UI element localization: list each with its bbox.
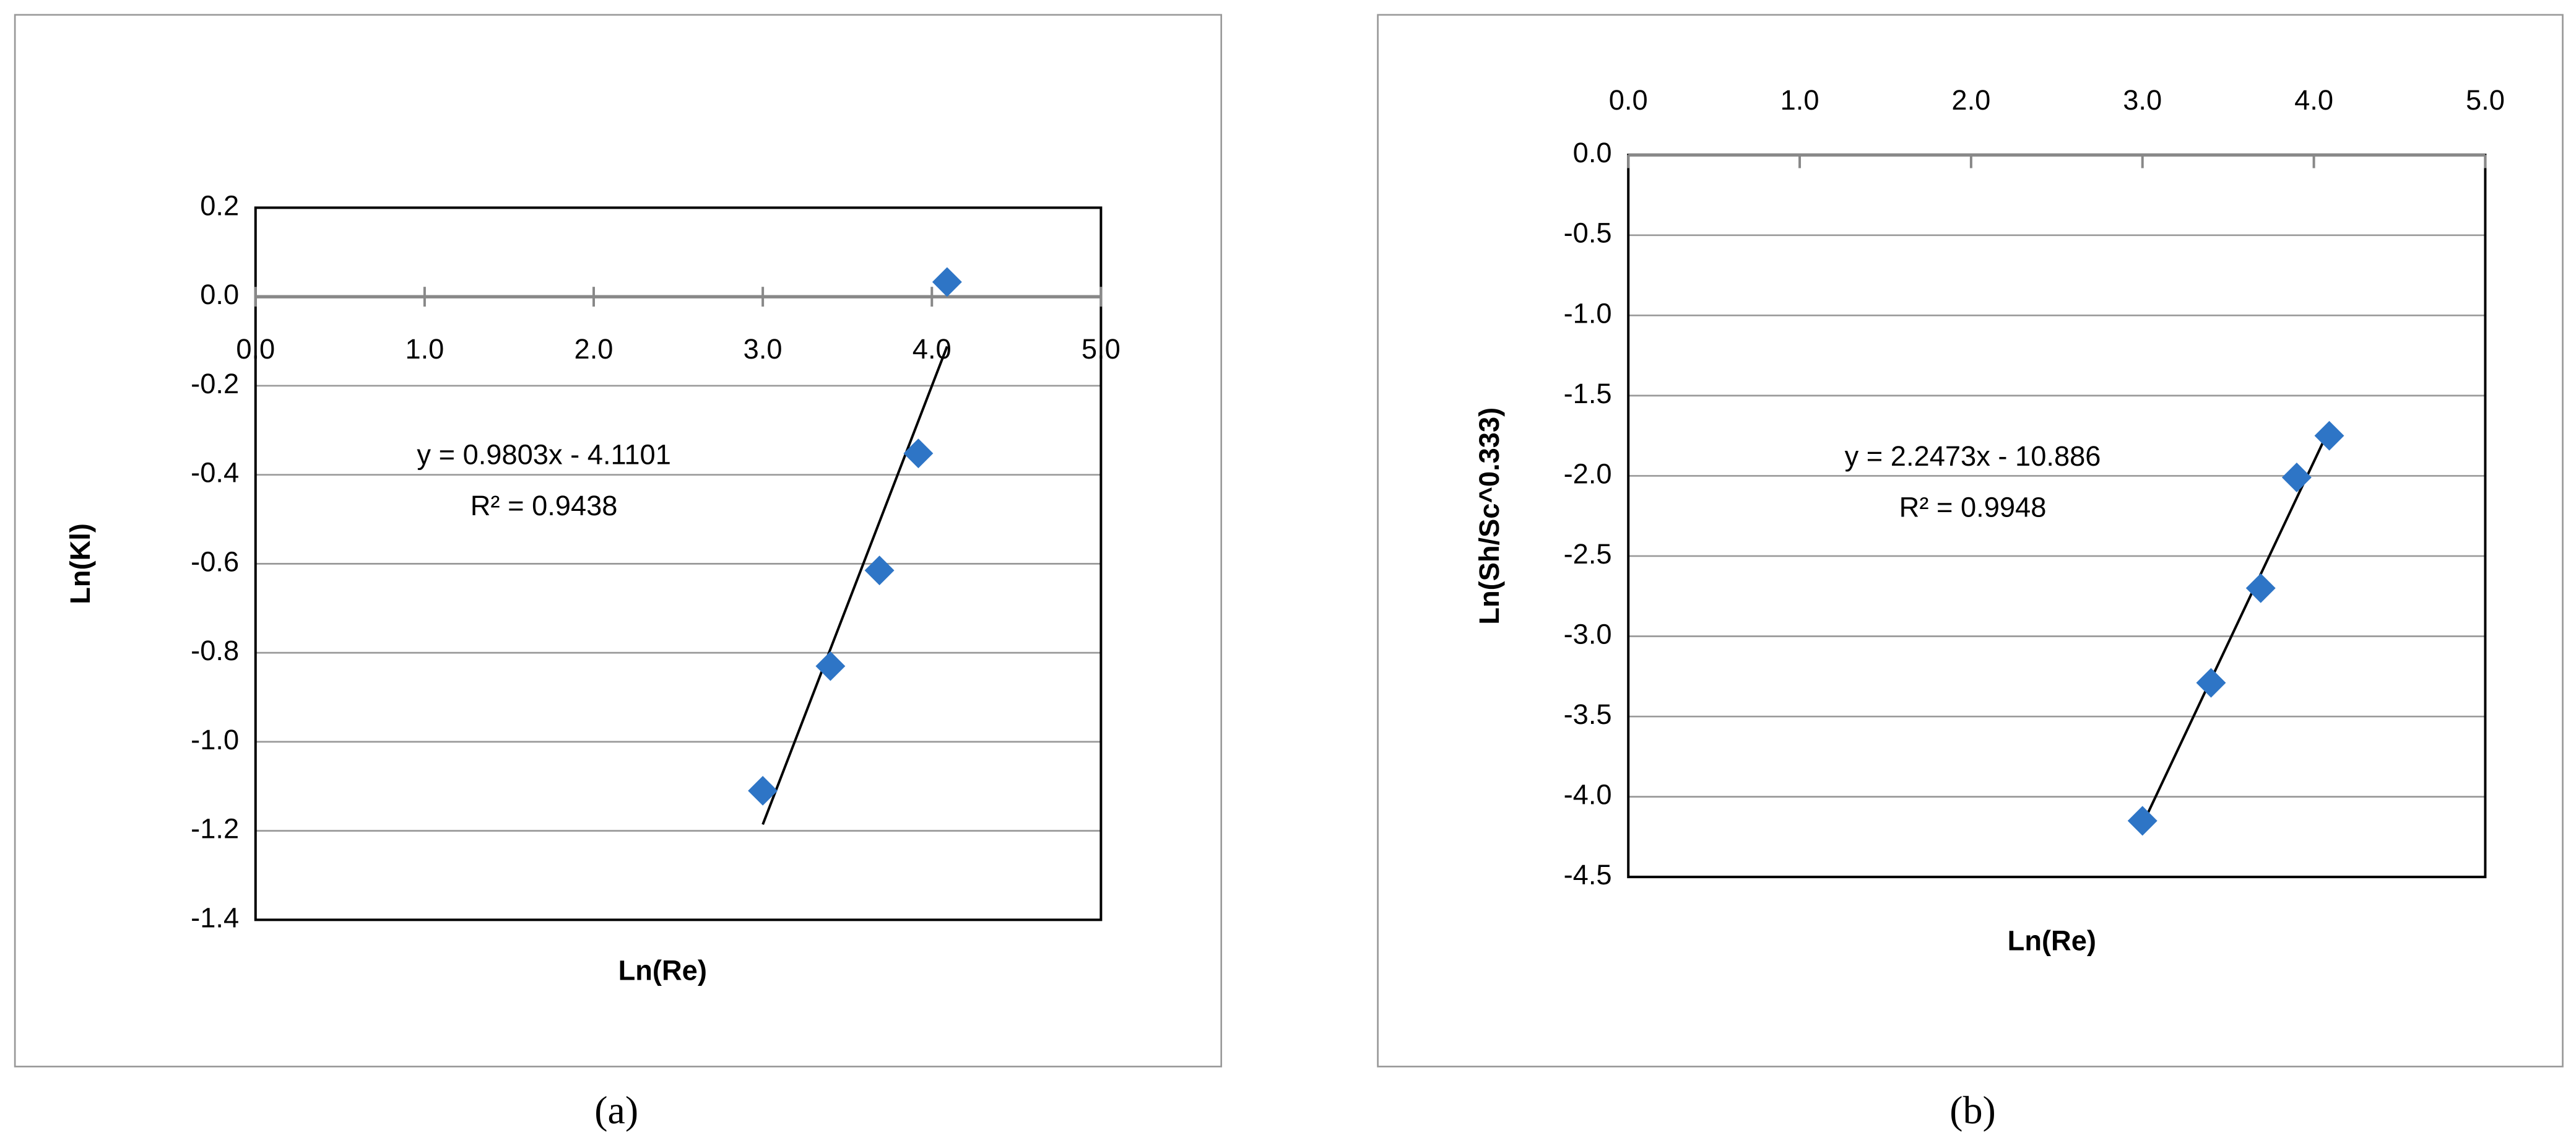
caption: (b) [1949, 1088, 1995, 1132]
y-axis-title: Ln(Sh/Sc^0.333) [1473, 407, 1505, 625]
trendline [761, 346, 948, 825]
x-tick-label: 0.0 [1609, 84, 1648, 116]
y-tick-label: -0.4 [191, 457, 239, 489]
x-axis-title: Ln(Re) [618, 955, 707, 986]
trendline [2141, 428, 2331, 825]
y-tick-label: -0.5 [1564, 217, 1612, 249]
y-tick-label: -2.5 [1564, 538, 1612, 570]
y-tick-label: 0.2 [200, 189, 239, 221]
x-tick-label: 2.0 [575, 333, 614, 365]
x-tick-label: 3.0 [744, 333, 783, 365]
y-tick-label: -3.0 [1564, 618, 1612, 650]
y-tick-label: -1.2 [191, 813, 239, 845]
y-tick-label: -1.5 [1564, 378, 1612, 409]
y-tick-label: 0.0 [1573, 137, 1612, 168]
data-point [2281, 463, 2312, 492]
y-tick-label: -0.6 [191, 546, 239, 577]
caption: (a) [594, 1088, 638, 1132]
y-tick-label: -1.0 [191, 724, 239, 755]
y-tick-label: -1.4 [191, 902, 239, 933]
x-tick-label: 1.0 [405, 333, 444, 365]
x-tick-label: 0.0 [236, 333, 275, 365]
x-axis-title: Ln(Re) [2008, 925, 2096, 957]
y-tick-label: -4.5 [1564, 859, 1612, 890]
y-tick-label: 0.0 [200, 279, 239, 310]
x-tick-label: 4.0 [2294, 84, 2333, 116]
y-axis-title: Ln(Kl) [64, 523, 96, 604]
data-point [2127, 806, 2158, 836]
x-tick-label: 1.0 [1780, 84, 1819, 116]
y-tick-label: -3.5 [1564, 699, 1612, 730]
y-tick-label: -2.0 [1564, 458, 1612, 489]
data-point [932, 267, 962, 297]
data-point [864, 555, 895, 586]
y-tick-label: -0.2 [191, 368, 239, 399]
x-tick-label: 2.0 [1951, 84, 1990, 116]
data-point [748, 775, 778, 806]
annotation: y = 2.2473x - 10.886 [1845, 440, 2101, 472]
y-tick-label: -0.8 [191, 635, 239, 666]
annotation: R² = 0.9438 [471, 490, 618, 521]
data-point [2314, 420, 2344, 451]
plot-frame [254, 206, 1103, 921]
panel-frame [14, 14, 1223, 1068]
x-tick-label: 5.0 [2466, 84, 2505, 116]
x-tick-label: 3.0 [2123, 84, 2162, 116]
annotation: y = 0.9803x - 4.1101 [417, 438, 670, 470]
data-point [903, 438, 934, 469]
x-tick-label: 5.0 [1082, 333, 1121, 365]
panel-frame [1377, 14, 2564, 1068]
y-tick-label: -1.0 [1564, 297, 1612, 329]
y-tick-label: -4.0 [1564, 779, 1612, 811]
data-point [2245, 573, 2276, 603]
annotation: R² = 0.9948 [1899, 492, 2047, 523]
